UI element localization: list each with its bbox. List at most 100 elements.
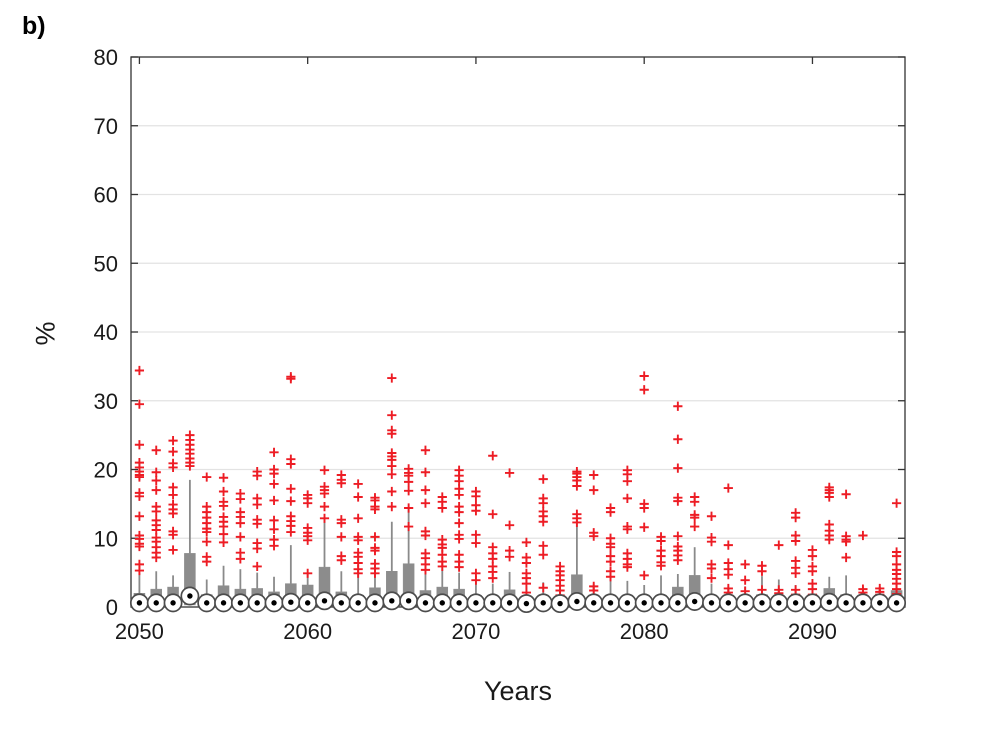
y-tick-label: 40: [94, 320, 118, 345]
outlier-marker: [673, 434, 683, 444]
median-dot: [439, 600, 445, 606]
outlier-marker: [471, 491, 481, 501]
median-dot: [675, 600, 681, 606]
outlier-marker: [151, 467, 161, 477]
median-dot: [826, 599, 832, 605]
outlier-marker: [673, 496, 683, 506]
outlier-marker: [218, 537, 229, 547]
outlier-marker: [471, 538, 481, 548]
outlier-marker: [774, 540, 784, 550]
y-tick-label: 80: [94, 45, 118, 70]
median-dot: [153, 600, 159, 606]
outlier-marker: [673, 463, 683, 473]
outlier-marker: [235, 554, 245, 564]
median-dot: [691, 598, 698, 605]
outlier-marker: [538, 498, 548, 508]
median-dot: [254, 600, 260, 606]
median-dot: [237, 600, 244, 606]
outlier-marker: [791, 568, 801, 578]
outlier-marker: [387, 461, 397, 471]
outlier-marker: [589, 485, 599, 495]
outlier-marker: [454, 534, 464, 544]
outlier-marker: [841, 537, 851, 547]
median-dot: [456, 600, 462, 606]
median-dot: [742, 600, 748, 606]
outlier-marker: [605, 507, 616, 517]
median-dot: [220, 600, 227, 606]
outlier-marker: [656, 561, 666, 571]
outlier-marker: [319, 488, 330, 499]
median-dot: [271, 600, 277, 606]
y-tick-label: 10: [94, 526, 118, 551]
outlier-marker: [504, 520, 515, 530]
outlier-marker: [538, 550, 548, 560]
outlier-marker: [387, 373, 397, 383]
outlier-marker: [319, 465, 330, 475]
outlier-marker: [168, 462, 178, 473]
outlier-marker: [134, 511, 145, 521]
outlier-marker: [168, 490, 178, 500]
median-dot: [321, 598, 328, 604]
x-axis-label: Years: [483, 676, 553, 706]
outlier-marker: [656, 536, 666, 546]
outlier-marker: [336, 532, 346, 542]
outlier-marker: [202, 527, 212, 537]
median-dot: [877, 600, 883, 606]
outlier-marker: [319, 502, 330, 512]
median-dot: [523, 600, 530, 607]
outlier-marker: [572, 517, 582, 528]
outlier-marker: [303, 568, 313, 578]
outlier-marker: [134, 440, 145, 450]
outlier-marker: [168, 508, 178, 519]
outlier-marker: [252, 561, 262, 572]
outlier-marker: [791, 536, 801, 546]
outlier-marker: [757, 566, 767, 576]
outlier-marker: [723, 540, 733, 550]
median-dot: [540, 600, 546, 606]
outlier-marker: [690, 497, 700, 507]
outlier-marker: [504, 552, 515, 562]
median-dot: [405, 598, 412, 604]
outlier-marker: [622, 524, 632, 534]
outlier-marker: [387, 502, 397, 512]
outlier-marker: [286, 527, 296, 537]
median-dot: [288, 599, 294, 605]
median-dot: [843, 600, 849, 606]
outlier-marker: [353, 479, 363, 489]
outlier-marker: [252, 471, 262, 481]
outlier-marker: [336, 478, 346, 488]
outlier-marker: [454, 562, 464, 572]
outlier-marker: [824, 492, 834, 502]
outlier-marker: [269, 479, 279, 489]
outlier-marker: [807, 551, 818, 561]
outlier-marker: [252, 543, 262, 554]
outlier-marker: [437, 561, 447, 572]
outlier-marker: [690, 513, 700, 523]
outlier-marker: [387, 429, 397, 439]
outlier-marker: [521, 537, 532, 547]
median-dot: [776, 600, 782, 606]
outlier-marker: [286, 484, 296, 494]
outlier-marker: [134, 565, 145, 576]
outlier-marker: [471, 530, 481, 540]
outlier-marker: [353, 492, 363, 502]
outlier-marker: [370, 546, 380, 556]
median-dot: [658, 600, 664, 606]
median-dot: [187, 593, 193, 599]
outlier-marker: [134, 472, 145, 482]
outlier-marker: [202, 472, 212, 482]
outlier-marker: [572, 481, 582, 491]
outlier-marker: [387, 486, 397, 497]
outlier-marker: [521, 579, 532, 589]
outlier-marker: [269, 469, 279, 479]
outlier-marker: [134, 365, 145, 376]
outlier-marker: [471, 506, 481, 516]
outlier-marker: [538, 517, 548, 527]
median-dot: [204, 600, 210, 606]
outlier-marker: [622, 493, 632, 503]
outlier-marker: [168, 447, 178, 457]
outlier-marker: [437, 503, 447, 513]
outlier-marker: [235, 532, 245, 542]
median-dot: [860, 600, 866, 606]
